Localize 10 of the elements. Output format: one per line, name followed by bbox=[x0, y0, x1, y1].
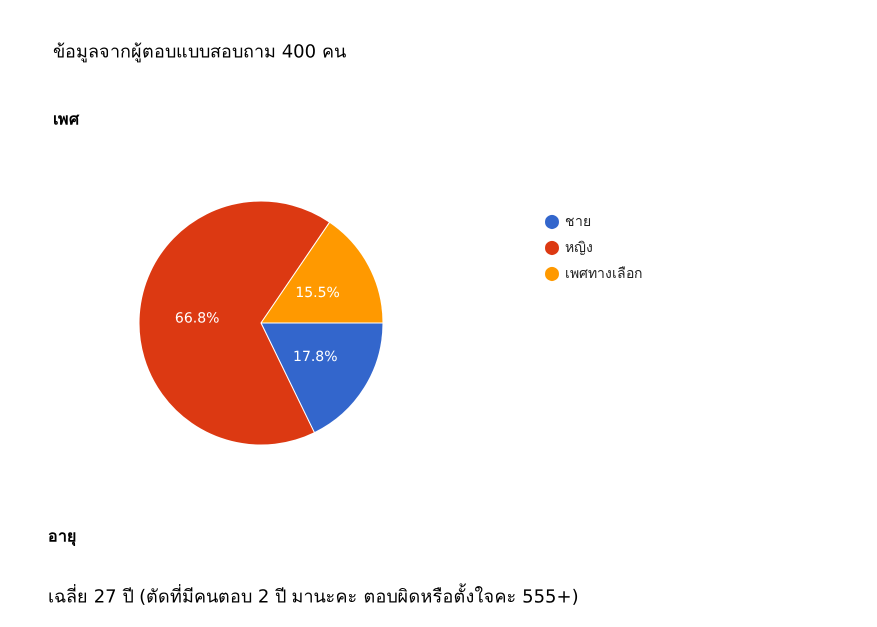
data-label: 17.8% bbox=[293, 348, 338, 365]
text: อายุ bbox=[48, 526, 76, 546]
text: เฉลี่ย 27 ปี (ตัดที่มีคนตอบ 2 ปี มานะคะ ตอบผิดหรือตั้งใจคะ 555+) bbox=[48, 584, 579, 608]
legend-label: ชาย bbox=[565, 214, 591, 230]
legend-label: หญิง bbox=[565, 240, 593, 256]
chart-subtitle: เพศ bbox=[53, 110, 80, 128]
data-label: 66.8% bbox=[174, 310, 220, 326]
legend-label: เพศทางเลือก bbox=[565, 266, 642, 282]
chart-title: ข้อมูลจากผู้ตอบแบบสอบถาม 400 คน bbox=[53, 42, 346, 62]
data-label: 15.5% bbox=[295, 285, 340, 302]
